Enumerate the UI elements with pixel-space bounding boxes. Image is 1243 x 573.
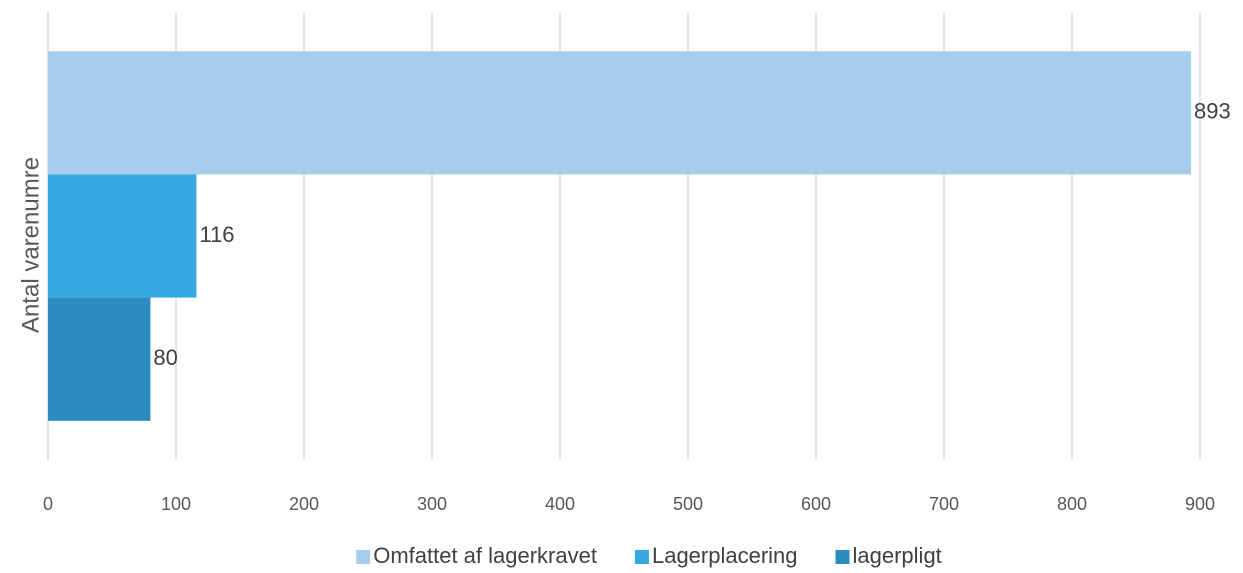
x-tick-label: 800 — [1057, 494, 1087, 514]
y-axis-label: Antal varenumre — [17, 157, 44, 333]
legend-label: Omfattet af lagerkravet — [373, 543, 597, 568]
x-tick-label: 400 — [545, 494, 575, 514]
x-tick-label: 600 — [801, 494, 831, 514]
x-tick-label: 900 — [1185, 494, 1215, 514]
bar — [48, 51, 1192, 175]
x-tick-label: 700 — [929, 494, 959, 514]
data-label: 116 — [199, 222, 234, 247]
legend-swatch — [634, 550, 649, 564]
legend-swatch — [356, 550, 371, 564]
legend-label: Lagerplacering — [652, 543, 798, 568]
data-label: 80 — [153, 345, 177, 370]
x-tick-label: 0 — [43, 494, 53, 514]
x-tick-label: 100 — [161, 494, 191, 514]
x-tick-label: 300 — [417, 494, 447, 514]
bar — [48, 297, 151, 421]
x-tick-label: 500 — [673, 494, 703, 514]
bar — [48, 174, 197, 298]
x-tick-label: 200 — [289, 494, 319, 514]
data-label: 893 — [1194, 99, 1231, 124]
legend-swatch — [835, 550, 850, 564]
legend-label: lagerpligt — [853, 543, 942, 568]
